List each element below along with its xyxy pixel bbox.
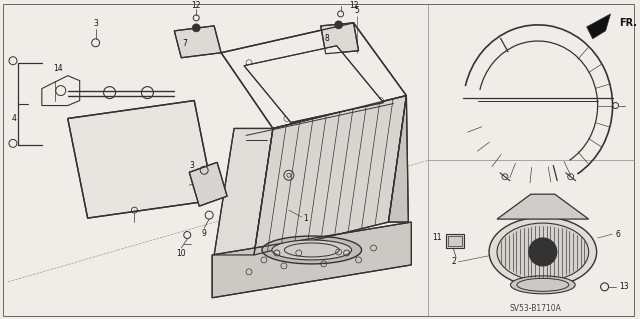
Text: 13: 13 [620, 282, 629, 291]
Ellipse shape [262, 236, 362, 264]
Circle shape [335, 21, 342, 29]
Text: 2: 2 [451, 257, 456, 266]
Text: 10: 10 [177, 249, 186, 258]
Circle shape [529, 238, 557, 266]
Text: FR.: FR. [620, 18, 637, 28]
Text: 3: 3 [190, 161, 195, 170]
Text: 9: 9 [202, 228, 207, 238]
Text: 5: 5 [354, 6, 359, 15]
Text: 14: 14 [53, 64, 63, 73]
Polygon shape [68, 100, 214, 218]
Ellipse shape [511, 276, 575, 294]
Text: 8: 8 [324, 34, 330, 43]
Polygon shape [189, 162, 227, 206]
Text: 1: 1 [303, 214, 308, 223]
Text: SV53-B1710A: SV53-B1710A [510, 304, 562, 313]
Circle shape [192, 24, 200, 32]
Ellipse shape [272, 240, 351, 260]
Text: 12: 12 [191, 2, 201, 11]
Text: 15: 15 [301, 63, 310, 72]
Polygon shape [388, 96, 408, 222]
Polygon shape [214, 129, 273, 255]
Polygon shape [587, 14, 611, 39]
Polygon shape [244, 46, 383, 122]
Bar [448, 236, 462, 246]
Polygon shape [174, 26, 221, 58]
Ellipse shape [489, 217, 596, 287]
Bar [446, 234, 464, 248]
Text: 4: 4 [12, 114, 17, 123]
Polygon shape [321, 23, 358, 54]
Polygon shape [254, 96, 406, 255]
Text: 11: 11 [432, 233, 441, 241]
Polygon shape [221, 23, 406, 129]
Text: 7: 7 [182, 39, 187, 48]
Polygon shape [497, 194, 589, 219]
Text: 3: 3 [93, 19, 98, 28]
Polygon shape [212, 222, 412, 298]
Text: 6: 6 [616, 230, 620, 239]
Text: 12: 12 [349, 2, 358, 11]
Ellipse shape [497, 223, 589, 281]
